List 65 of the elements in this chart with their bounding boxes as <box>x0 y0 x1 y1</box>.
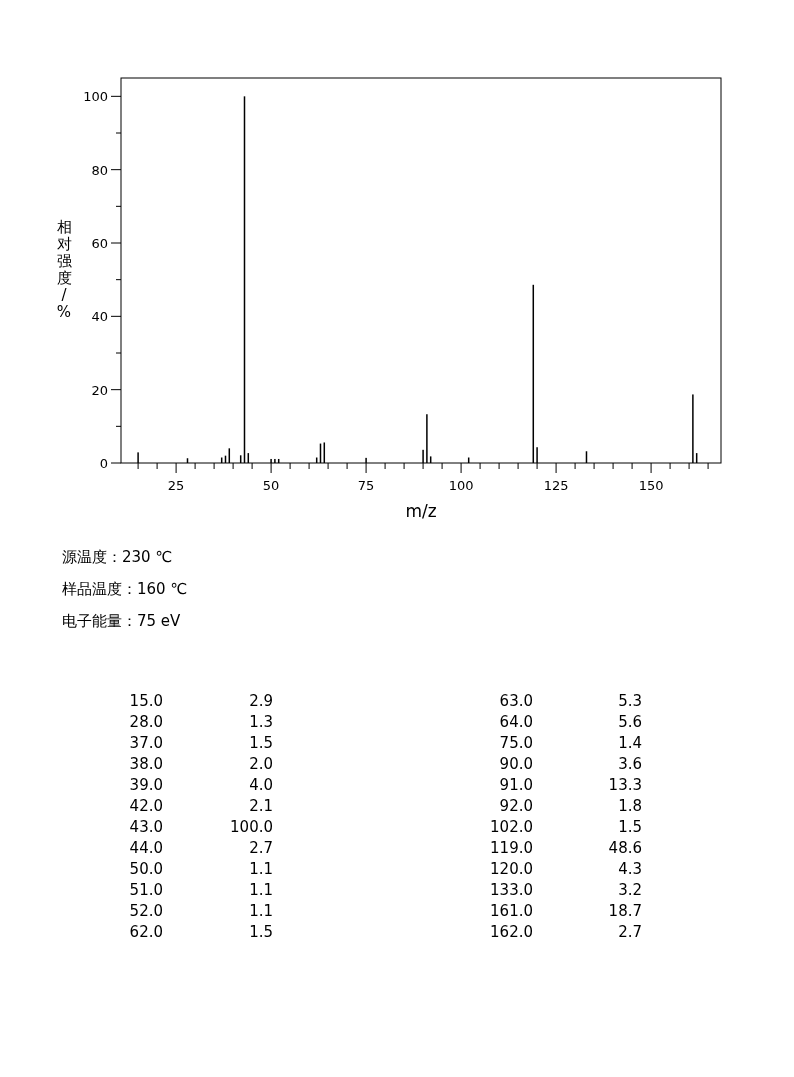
text: 4.0 <box>249 776 273 794</box>
text: 39.0 <box>129 776 163 794</box>
text: 18.7 <box>608 902 642 920</box>
text: 1.5 <box>249 923 273 941</box>
text: 样品温度：160 ℃ <box>62 580 188 598</box>
x-tick-label: 75 <box>357 478 375 493</box>
y-tick-label: 100 <box>83 89 108 105</box>
text: 15.0 <box>129 692 163 710</box>
text: 源温度：230 ℃ <box>62 548 173 566</box>
text: 91.0 <box>499 776 533 794</box>
text: 28.0 <box>129 713 163 731</box>
y-tick-label: 20 <box>91 382 108 398</box>
text: 2.0 <box>249 755 273 773</box>
text: 38.0 <box>129 755 163 773</box>
text: 1.3 <box>249 713 273 731</box>
text: 133.0 <box>490 881 533 899</box>
text: 62.0 <box>129 923 163 941</box>
text: 102.0 <box>490 818 533 836</box>
text: 63.0 <box>499 692 533 710</box>
text: 2.9 <box>249 692 273 710</box>
text: 5.6 <box>618 713 642 731</box>
text: 43.0 <box>129 818 163 836</box>
text: 2.7 <box>618 923 642 941</box>
text: 2.1 <box>249 797 273 815</box>
text: 1.5 <box>249 734 273 752</box>
x-tick-label: 150 <box>638 478 664 493</box>
text: 1.1 <box>249 902 273 920</box>
text: 2.7 <box>249 839 273 857</box>
text: 51.0 <box>129 881 163 899</box>
text: 4.3 <box>618 860 642 878</box>
text: 64.0 <box>499 713 533 731</box>
text: 90.0 <box>499 755 533 773</box>
text: 44.0 <box>129 839 163 857</box>
text: 92.0 <box>499 797 533 815</box>
text: 1.1 <box>249 881 273 899</box>
y-tick-label: 60 <box>91 236 108 251</box>
y-tick-label: 40 <box>91 309 108 325</box>
text: 3.6 <box>618 755 642 773</box>
y-tick-label: 0 <box>99 456 108 471</box>
text: 电子能量：75 eV <box>62 612 182 630</box>
text: 120.0 <box>490 860 533 878</box>
text: 1.4 <box>618 734 642 752</box>
text: 161.0 <box>490 902 533 920</box>
y-tick-label: 80 <box>91 162 108 178</box>
text: 1.1 <box>249 860 273 878</box>
text: 119.0 <box>490 839 533 857</box>
text: 1.8 <box>618 797 642 815</box>
text: 52.0 <box>129 902 163 920</box>
x-axis-title: m/z <box>405 501 437 521</box>
text: 37.0 <box>129 734 163 752</box>
text: 48.6 <box>608 839 642 857</box>
text: 1.5 <box>618 818 642 836</box>
y-axis-title: 相对强度/% <box>56 217 72 321</box>
text: 162.0 <box>490 923 533 941</box>
text: 3.2 <box>618 881 642 899</box>
text: 13.3 <box>608 776 642 794</box>
x-tick-label: 100 <box>448 478 474 493</box>
text: 50.0 <box>129 860 163 878</box>
x-tick-label: 25 <box>167 478 185 493</box>
text: 75.0 <box>499 734 533 752</box>
text: 100.0 <box>230 818 273 836</box>
x-tick-label: 50 <box>262 478 280 493</box>
text: 5.3 <box>618 692 642 710</box>
text: 42.0 <box>129 797 163 815</box>
x-tick-label: 125 <box>543 478 569 493</box>
